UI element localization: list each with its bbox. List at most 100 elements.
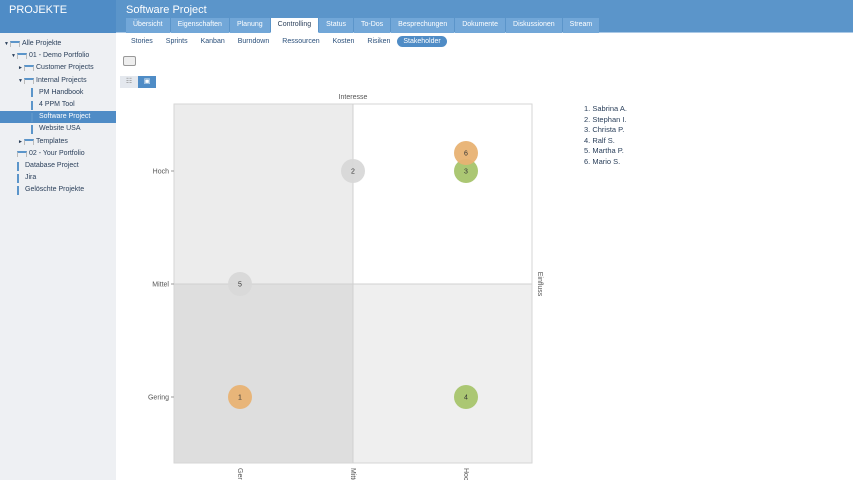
expand-arrow-icon[interactable]: ▼ [18,77,23,84]
bubble-label: 6 [464,151,468,158]
tree-item-label: Software Project [39,113,91,121]
subtab-ressourcen[interactable]: Ressourcen [282,38,320,45]
stakeholder-bubble-2[interactable]: 2 [341,159,365,183]
expand-arrow-icon[interactable]: ▼ [4,41,9,47]
folder-icon [24,77,34,84]
bubble[interactable] [454,159,478,183]
x-tick-label: Hoch [462,468,469,480]
tab-7[interactable]: Dokumente [455,18,506,33]
legend-number: 4. [584,135,593,145]
bubble[interactable] [454,385,478,409]
tree-item-label: Gelöschte Projekte [25,186,85,194]
x-tick-label: Mittel [349,468,356,480]
subtab-sprints[interactable]: Sprints [165,38,188,45]
stakeholder-bubble-3[interactable]: 3 [454,159,478,183]
folder-icon [17,53,27,60]
legend-number: 6. [584,156,593,166]
stakeholder-legend: 1. Sabrina A. 2. Stephan I. 3. Christa P. 4… [584,104,627,167]
x-tick-label: Gering [236,468,243,480]
subtab-burndown[interactable]: Burndown [237,38,270,45]
trash-icon [17,185,23,195]
expand-arrow-icon[interactable]: ► [18,65,23,72]
tab-6[interactable]: Besprechungen [391,18,455,33]
tree-item-label: Database Project [25,162,79,169]
quadrant [353,284,532,463]
legend-name: Stephan I. [592,114,627,124]
doc-icon [31,112,37,122]
legend-item: 6. Mario S. [584,157,627,168]
tree-item[interactable]: Software Project [0,111,116,124]
tab-0[interactable]: Übersicht [126,18,170,33]
main-tabs: Übersicht Eigenschaften Planung Controlling… [126,18,600,33]
expand-arrow-icon[interactable]: ► [18,138,23,145]
subtab-stakeholder[interactable]: Stakeholder [397,36,447,47]
tab-8[interactable]: Diskussionen [506,18,562,33]
subtab-kosten[interactable]: Kosten [332,38,355,45]
tree-item-label: Templates [36,137,68,145]
tab-5[interactable]: To-Dos [353,18,391,33]
tab-4[interactable]: Status [319,18,353,33]
tree-item[interactable]: ► Templates [0,136,116,148]
tree-item[interactable]: PM Handbook [0,87,116,99]
bubble-label: 5 [238,282,242,289]
tree-item[interactable]: Gelöschte Projekte [0,184,116,196]
bubble-label: 4 [464,395,468,402]
tree-item[interactable]: ▼ 01 - Demo Portfolio [0,50,116,62]
folder-icon [10,41,20,47]
stakeholder-bubble-1[interactable]: 1 [228,385,252,409]
expand-arrow-icon[interactable]: ▼ [11,53,16,60]
subtab-stories[interactable]: Stories [131,38,153,45]
subtab-kanban[interactable]: Kanban [200,38,225,45]
page-title: Software Project [126,4,207,16]
folder-icon [24,65,34,72]
tree-item-label: Customer Projects [36,64,94,72]
stakeholder-bubble-4[interactable]: 4 [454,385,478,409]
tree-item[interactable]: 4 PPM Tool [0,99,116,111]
bubble[interactable] [228,272,252,296]
tab-9[interactable]: Stream [562,18,600,33]
quadrant [174,284,353,463]
tab-2[interactable]: Planung [229,18,270,33]
legend-number: 2. [584,114,593,124]
tree-item-label: 02 - Your Portfolio [29,149,85,157]
tree-item[interactable]: 02 - Your Portfolio [0,148,116,160]
list-view-button[interactable]: ☷ [120,76,138,88]
bubble[interactable] [341,159,365,183]
tree-item-label: PM Handbook [39,88,84,96]
tree-item-label: Internal Projects [36,76,87,84]
tree-item-label: Alle Projekte [22,40,62,47]
tab-3[interactable]: Controlling [270,18,319,33]
doc-icon [17,161,23,171]
tree-item[interactable]: ▼ Alle Projekte [0,38,116,50]
view-toggle: ☷ ▣ [120,76,156,88]
stakeholder-bubble-5[interactable]: 5 [228,272,252,296]
bubble-label: 2 [351,169,355,176]
x-axis-title: Interesse [339,94,368,101]
legend-name: Christa P. [592,125,625,134]
tree-item-label: Jira [25,174,37,182]
legend-number: 5. [584,146,593,155]
quadrant [353,104,532,284]
y-axis-title: Einfluss [536,272,543,297]
subtab-risiken[interactable]: Risiken [367,38,391,45]
sub-tabs: Stories Sprints Kanban Burndown Ressourcen Ko… [125,36,447,47]
bubble-label: 3 [464,169,468,176]
print-icon[interactable] [123,56,136,66]
bubble-label: 1 [238,395,242,402]
y-tick-label: Mittel [152,282,169,289]
tree-item-label: 4 PPM Tool [39,101,75,108]
tree-item-label: 01 - Demo Portfolio [29,52,90,60]
doc-icon [31,124,37,134]
tab-1[interactable]: Eigenschaften [170,18,229,33]
legend-name: Martha P. [592,146,624,155]
tree-item[interactable]: Database Project [0,160,116,172]
tree-item[interactable]: Website USA [0,123,116,135]
bubble[interactable] [228,385,252,409]
stakeholder-bubble-6[interactable]: 6 [454,141,478,165]
tree-item[interactable]: ► Customer Projects [0,62,116,74]
tree-item[interactable]: Jira [0,172,116,184]
tree-item[interactable]: ▼ Internal Projects [0,75,116,87]
chart-view-button[interactable]: ▣ [138,76,156,88]
legend-item: 2. Stephan I. [584,115,627,126]
bubble[interactable] [454,141,478,165]
